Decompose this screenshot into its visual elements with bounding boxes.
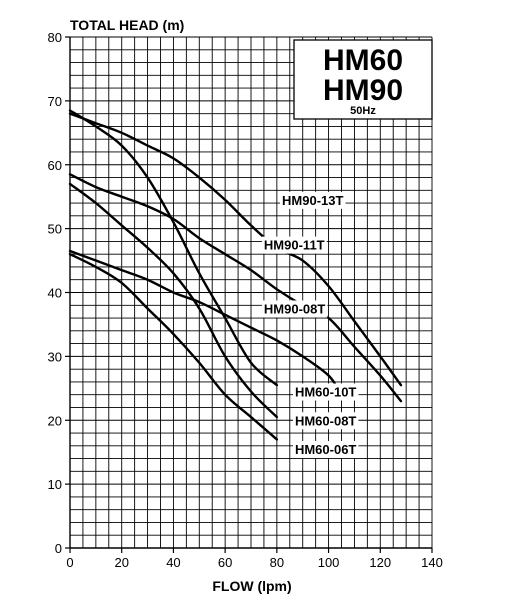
- y-tick-label: 80: [48, 30, 62, 45]
- tick-labels: 0 20 40 60 80 100 120 140 0 10 20 30 40 50 60 70 80: [48, 30, 443, 570]
- curve-hm90-08t: [68, 249, 343, 396]
- axes: [65, 36, 433, 553]
- label-group-hm60-06t: HM60-06T: [292, 440, 359, 458]
- frequency-label: 50Hz: [350, 105, 376, 117]
- model-hm60: HM60: [323, 44, 403, 77]
- label-background: [261, 236, 327, 254]
- curve-hm60-08t: [68, 182, 279, 419]
- model-hm90: HM90: [323, 74, 403, 107]
- curve-hm60-10t: [68, 109, 279, 387]
- label-group-hm90-13t: HM90-13T: [280, 191, 346, 209]
- curve-label-hm90-13t: HM90-13T: [282, 193, 343, 208]
- x-tick-label: 120: [369, 555, 391, 570]
- y-tick-label: 30: [48, 349, 62, 364]
- y-tick-label: 20: [48, 413, 62, 428]
- curve-labels: HM90-13T HM90-11T HM90-08T HM60-10T HM60-08T…: [261, 191, 359, 458]
- y-tick-label: 0: [55, 541, 62, 556]
- label-background: [280, 191, 346, 209]
- curve-label-hm60-10t: HM60-10T: [295, 385, 356, 400]
- x-tick-label: 0: [66, 555, 73, 570]
- curve-hm90-11t: [68, 173, 403, 403]
- grid: [69, 36, 433, 549]
- x-tick-label: 80: [270, 555, 284, 570]
- curve-label-hm60-06t: HM60-06T: [295, 442, 356, 457]
- label-background: [292, 440, 359, 458]
- label-group-hm90-08t: HM90-08T: [261, 300, 328, 318]
- label-background: [292, 383, 359, 401]
- x-tick-label: 100: [318, 555, 340, 570]
- y-tick-label: 70: [48, 94, 62, 109]
- label-background: [261, 300, 328, 318]
- label-group-hm60-10t: HM60-10T: [292, 383, 359, 401]
- model-legend-box: HM60 HM90 50Hz: [293, 39, 433, 120]
- y-tick-label: 50: [48, 222, 62, 237]
- x-axis-title: FLOW (lpm): [212, 578, 291, 594]
- x-tick-label: 60: [218, 555, 232, 570]
- x-tick-label: 20: [114, 555, 128, 570]
- x-tick-label: 140: [421, 555, 443, 570]
- label-background: [292, 412, 359, 430]
- label-group-hm90-11t: HM90-11T: [261, 236, 327, 254]
- y-axis-title: TOTAL HEAD (m): [70, 17, 184, 33]
- y-tick-label: 10: [48, 477, 62, 492]
- pump-curves: [68, 109, 403, 441]
- y-tick-label: 40: [48, 286, 62, 301]
- curve-label-hm90-11t: HM90-11T: [264, 238, 325, 253]
- curve-hm90-13t: [68, 112, 403, 387]
- y-tick-label: 60: [48, 158, 62, 173]
- label-group-hm60-08t: HM60-08T: [292, 412, 359, 430]
- curve-label-hm90-08t: HM90-08T: [264, 301, 325, 316]
- x-tick-label: 40: [166, 555, 180, 570]
- curve-label-hm60-08t: HM60-08T: [295, 413, 356, 428]
- curve-hm60-06t: [68, 252, 279, 441]
